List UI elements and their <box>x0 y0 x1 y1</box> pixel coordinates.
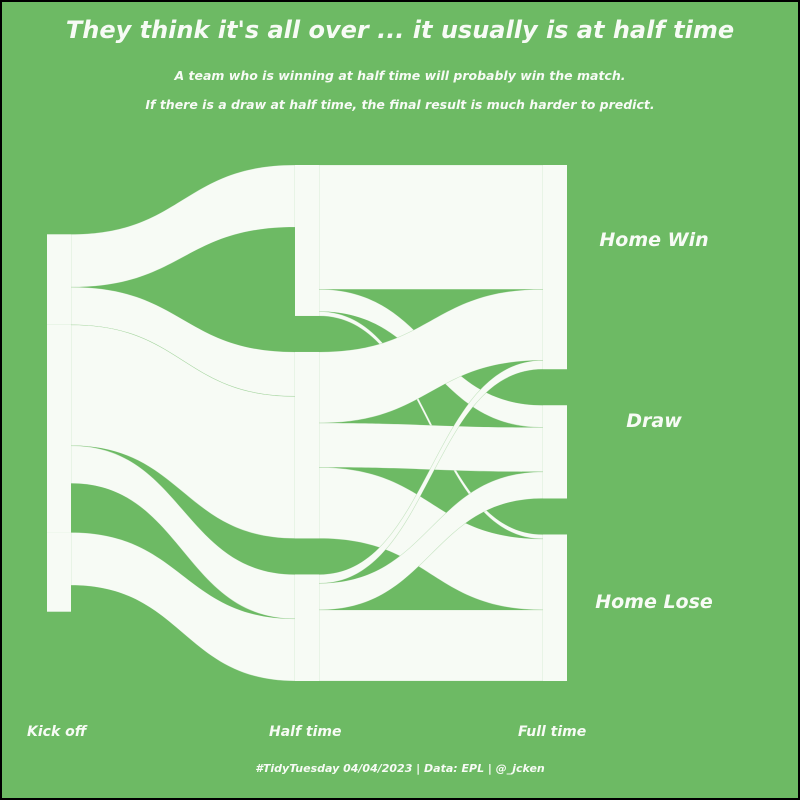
flow-half-time-home-lose-to-home-lose <box>318 609 544 682</box>
node-kick-off-home-lose <box>47 532 71 612</box>
node-kick-off-draw <box>47 324 71 533</box>
node-full-time-home-win <box>543 165 567 370</box>
chart-subtitle-line-2: If there is a draw at half time, the fin… <box>145 97 655 112</box>
node-half-time-draw <box>295 351 319 539</box>
chart-subtitle-line-1: A team who is winning at half time will … <box>174 68 626 83</box>
flow-half-time-draw-to-draw <box>318 422 544 473</box>
chart-title: They think it's all over ... it usually … <box>65 16 735 44</box>
flow-half-time-home-win-to-home-win <box>318 164 544 290</box>
flow-half-time-home-lose-to-draw <box>318 471 544 611</box>
node-half-time-home-lose <box>295 574 319 681</box>
node-kick-off-home-win <box>47 234 71 325</box>
node-half-time-home-win <box>295 165 319 316</box>
label-draw: Draw <box>626 410 682 432</box>
label-home-lose: Home Lose <box>595 591 713 613</box>
flow-kick-off-home-win-to-home-win <box>70 164 296 288</box>
stage-label-kick-off: Kick off <box>27 724 87 740</box>
node-full-time-home-lose <box>543 534 567 681</box>
stage-label-half-time: Half time <box>269 724 342 740</box>
chart-caption: #TidyTuesday 04/04/2023 | Data: EPL | @_… <box>255 762 545 775</box>
stage-label-full-time: Full time <box>518 724 587 740</box>
label-home-win: Home Win <box>599 229 709 251</box>
node-full-time-draw <box>543 405 567 499</box>
